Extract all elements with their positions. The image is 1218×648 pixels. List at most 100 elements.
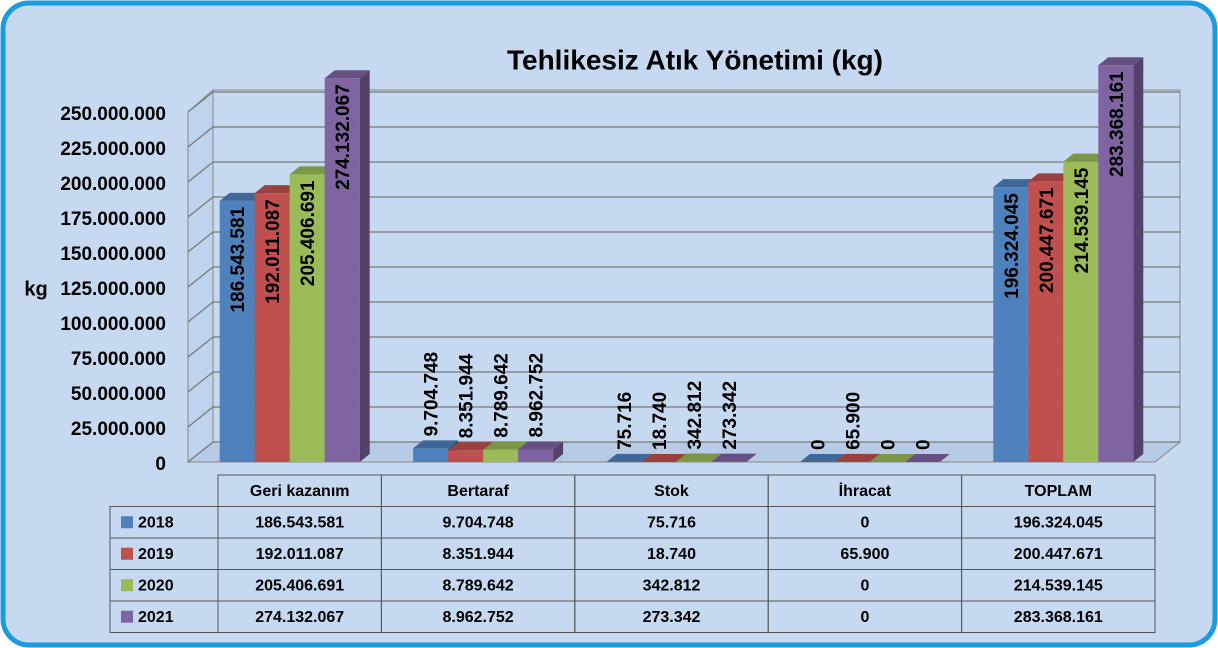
data-label: 283.368.161 — [1107, 71, 1128, 177]
bar-top — [676, 453, 722, 462]
grid-line — [187, 301, 1180, 323]
data-label: 8.789.642 — [492, 353, 513, 438]
bar-top — [483, 441, 529, 450]
table-value: 214.539.145 — [1014, 577, 1103, 594]
bar-top — [324, 70, 370, 79]
table-value: 65.900 — [840, 546, 889, 563]
grid-line — [187, 371, 1180, 393]
data-label: 192.011.087 — [263, 199, 284, 304]
grid-line — [187, 406, 1180, 428]
side-wall — [187, 88, 214, 464]
bar-top — [993, 179, 1039, 188]
bar-top — [869, 454, 915, 462]
table-bg — [217, 474, 1156, 507]
data-label: 274.132.067 — [333, 84, 354, 190]
data-label: 0 — [913, 439, 934, 450]
grid-line — [187, 161, 1180, 183]
data-label: 0 — [878, 439, 899, 450]
data-label: 65.900 — [843, 392, 864, 450]
table-value: 0 — [860, 609, 869, 626]
bar — [289, 174, 325, 462]
bar-side — [869, 453, 880, 462]
bar — [324, 78, 360, 463]
bar — [993, 187, 1029, 462]
table-value: 0 — [860, 514, 869, 531]
table-cell — [961, 600, 1156, 633]
bar — [1028, 181, 1064, 462]
table-value: 9.704.748 — [443, 514, 514, 531]
grid-line — [187, 196, 1180, 218]
grid-line — [187, 91, 1180, 113]
table-value: 75.716 — [647, 514, 696, 531]
bar-top — [799, 454, 845, 462]
data-label: 9.704.748 — [422, 352, 443, 437]
bar-side — [359, 70, 370, 463]
data-label: 75.716 — [615, 392, 636, 450]
data-label: 0 — [808, 439, 829, 450]
y-tick-label: 25.000.000 — [71, 419, 166, 440]
data-label: 186.543.581 — [228, 206, 249, 312]
data-label: 214.539.145 — [1072, 167, 1093, 273]
bar-top — [1098, 57, 1144, 66]
table-value: 0 — [860, 577, 869, 594]
legend-label: 2018 — [138, 514, 174, 531]
bar-top — [711, 453, 757, 462]
legend-swatch — [121, 579, 133, 592]
bar-top — [518, 441, 564, 450]
table-header: TOPLAM — [1025, 483, 1092, 500]
table-value: 186.543.581 — [255, 514, 344, 531]
grid-line — [187, 336, 1180, 358]
table-header: Stok — [654, 483, 689, 500]
y-tick-label: 225.000.000 — [60, 139, 166, 160]
y-tick-label: 200.000.000 — [60, 174, 166, 195]
y-tick-label: 50.000.000 — [71, 384, 166, 405]
table-value: 196.324.045 — [1014, 514, 1103, 531]
table-value: 342.812 — [643, 577, 701, 594]
table-value: 8.962.752 — [443, 609, 514, 626]
bar — [448, 450, 484, 462]
data-label: 8.962.752 — [527, 353, 548, 438]
table-value: 8.351.944 — [443, 546, 514, 563]
y-tick-label: 0 — [155, 454, 166, 475]
table-header: İhracat — [839, 482, 892, 500]
y-tick-label: 125.000.000 — [60, 279, 166, 300]
grid-line — [187, 266, 1180, 288]
legend-label: 2021 — [138, 609, 174, 626]
data-label: 205.406.691 — [298, 180, 319, 286]
table-value: 18.740 — [647, 546, 696, 563]
bar-side — [641, 453, 652, 462]
bar — [1063, 161, 1099, 462]
data-label: 8.351.944 — [457, 353, 478, 438]
bar-side — [1133, 57, 1144, 462]
legend-swatch — [121, 516, 133, 529]
y-tick-label: 75.000.000 — [71, 349, 166, 370]
bar-top — [834, 453, 880, 462]
table-header: Bertaraf — [447, 483, 509, 500]
bar — [483, 449, 519, 462]
data-label: 196.324.045 — [1002, 193, 1023, 299]
bar-top — [219, 192, 265, 201]
y-tick-label: 175.000.000 — [60, 209, 166, 230]
legend-swatch — [121, 547, 133, 560]
bar-top — [254, 185, 300, 194]
y-tick-label: 250.000.000 — [60, 104, 166, 125]
bar — [1098, 65, 1134, 462]
y-tick-label: 100.000.000 — [60, 314, 166, 335]
bar — [413, 448, 449, 462]
data-label: 200.447.671 — [1037, 187, 1058, 293]
table-value: 8.789.642 — [443, 577, 514, 594]
bar-side — [553, 441, 564, 462]
bar-top — [1028, 173, 1074, 182]
bar-top — [904, 454, 950, 462]
bar — [219, 200, 255, 462]
legend-label: 2020 — [138, 577, 174, 594]
data-label: 273.342 — [720, 381, 741, 450]
table-value: 200.447.671 — [1014, 546, 1103, 563]
data-label: 18.740 — [650, 392, 671, 450]
bar-top — [606, 453, 652, 462]
y-axis-label: kg — [24, 278, 47, 300]
bar — [518, 449, 554, 462]
bar-top — [448, 442, 494, 451]
grid-line — [187, 441, 1180, 463]
legend-label: 2019 — [138, 546, 174, 563]
